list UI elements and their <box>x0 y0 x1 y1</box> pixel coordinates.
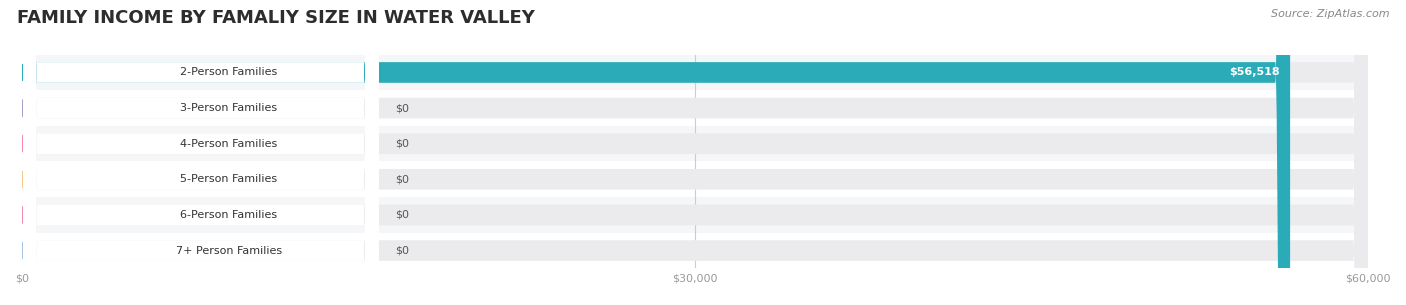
Text: 6-Person Families: 6-Person Families <box>180 210 277 220</box>
Text: $0: $0 <box>395 139 409 149</box>
FancyBboxPatch shape <box>22 0 1291 305</box>
FancyBboxPatch shape <box>22 0 378 305</box>
Text: Source: ZipAtlas.com: Source: ZipAtlas.com <box>1271 9 1389 19</box>
FancyBboxPatch shape <box>22 0 1368 305</box>
FancyBboxPatch shape <box>22 0 378 305</box>
Text: 2-Person Families: 2-Person Families <box>180 67 277 77</box>
FancyBboxPatch shape <box>22 0 1368 305</box>
Bar <box>22 233 1368 268</box>
FancyBboxPatch shape <box>22 0 378 305</box>
Bar <box>22 197 1368 233</box>
Text: 7+ Person Families: 7+ Person Families <box>176 246 283 256</box>
FancyBboxPatch shape <box>22 0 378 305</box>
FancyBboxPatch shape <box>22 0 1368 305</box>
Bar <box>22 126 1368 161</box>
Text: $0: $0 <box>395 103 409 113</box>
Text: $0: $0 <box>395 210 409 220</box>
Bar <box>22 161 1368 197</box>
Text: FAMILY INCOME BY FAMALIY SIZE IN WATER VALLEY: FAMILY INCOME BY FAMALIY SIZE IN WATER V… <box>17 9 534 27</box>
Text: $56,518: $56,518 <box>1229 67 1279 77</box>
FancyBboxPatch shape <box>22 0 378 305</box>
Text: 3-Person Families: 3-Person Families <box>180 103 277 113</box>
Text: $0: $0 <box>395 246 409 256</box>
Text: 4-Person Families: 4-Person Families <box>180 139 277 149</box>
Bar <box>22 90 1368 126</box>
Bar <box>22 55 1368 90</box>
Text: 5-Person Families: 5-Person Families <box>180 174 277 184</box>
FancyBboxPatch shape <box>22 0 1368 305</box>
Text: $0: $0 <box>395 174 409 184</box>
FancyBboxPatch shape <box>22 0 378 305</box>
FancyBboxPatch shape <box>22 0 1368 305</box>
FancyBboxPatch shape <box>22 0 1368 305</box>
